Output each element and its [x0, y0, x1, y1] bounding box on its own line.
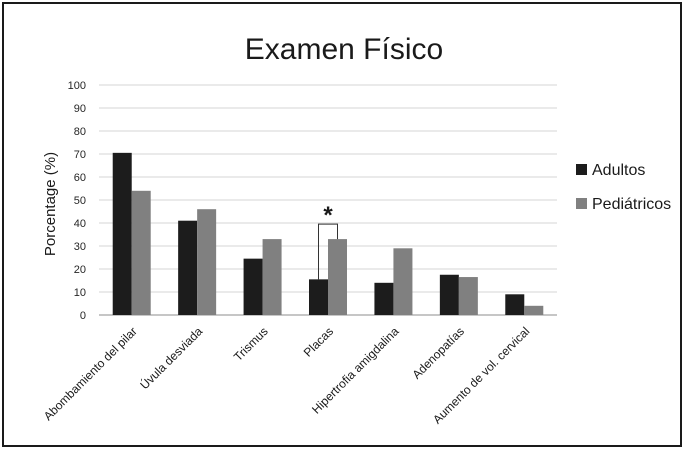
y-tick-label: 20: [74, 264, 86, 276]
x-tick-label: Placas: [301, 324, 336, 359]
y-tick-label: 60: [74, 172, 86, 184]
y-tick-label: 70: [74, 149, 86, 161]
y-axis-label: Porcentage (%): [42, 152, 59, 256]
bar-adultos-trismus: [243, 258, 263, 315]
bar-pediatricos-aumento-de-vol-cervical: [524, 305, 544, 315]
y-tick-label: 0: [80, 310, 86, 322]
bar-adultos-uvula-desviada: [178, 220, 198, 315]
bar-chart: Examen Físico Porcentage (%) * 0 10 20 30 40…: [41, 33, 671, 427]
annotations: *: [318, 202, 338, 280]
legend-label-pediatricos: Pediátricos: [592, 196, 671, 213]
bar-adultos-placas: [309, 279, 328, 315]
chart-title: Examen Físico: [245, 33, 443, 66]
bar-adultos-abombamiento-del-pilar: [112, 152, 132, 315]
bar-pediatricos-adenopatias: [458, 277, 478, 315]
y-tick-label: 40: [74, 218, 86, 230]
bar-pediatricos-uvula-desviada: [197, 209, 217, 315]
legend-swatch-pediatricos: [576, 198, 587, 209]
x-tick-label: Úvula desviada: [137, 323, 206, 392]
x-tick-label: Adenopatías: [409, 324, 467, 382]
significance-asterisk: *: [323, 202, 333, 229]
x-tick-label: Abombamiento del pilar: [41, 324, 140, 423]
y-tick-labels: 0 10 20 30 40 50 60 70 80 90 100: [68, 80, 86, 322]
bar-adultos-hipertrofia-amigdalina: [374, 282, 394, 315]
bar-pediatricos-abombamiento-del-pilar: [131, 190, 151, 315]
x-tick-label: Trismus: [231, 324, 271, 364]
bars: [112, 152, 544, 315]
chart-frame: Examen Físico Porcentage (%) * 0 10 20 30 40…: [2, 2, 682, 447]
bar-adultos-aumento-de-vol-cervical: [505, 294, 525, 315]
bar-pediatricos-placas: [328, 239, 347, 315]
y-tick-label: 80: [74, 126, 86, 138]
gridlines: [99, 84, 557, 316]
y-tick-label: 100: [68, 80, 86, 92]
y-tick-label: 50: [74, 195, 86, 207]
y-tick-label: 10: [74, 287, 86, 299]
significance-bracket: [318, 223, 338, 280]
bar-adultos-adenopatias: [439, 274, 459, 315]
legend: Adultos Pediátricos: [576, 162, 671, 213]
y-tick-label: 30: [74, 241, 86, 253]
legend-swatch-adultos: [576, 164, 587, 175]
legend-label-adultos: Adultos: [592, 162, 645, 179]
bar-pediatricos-trismus: [262, 239, 282, 315]
y-tick-label: 90: [74, 103, 86, 115]
bar-pediatricos-hipertrofia-amigdalina: [393, 248, 413, 315]
